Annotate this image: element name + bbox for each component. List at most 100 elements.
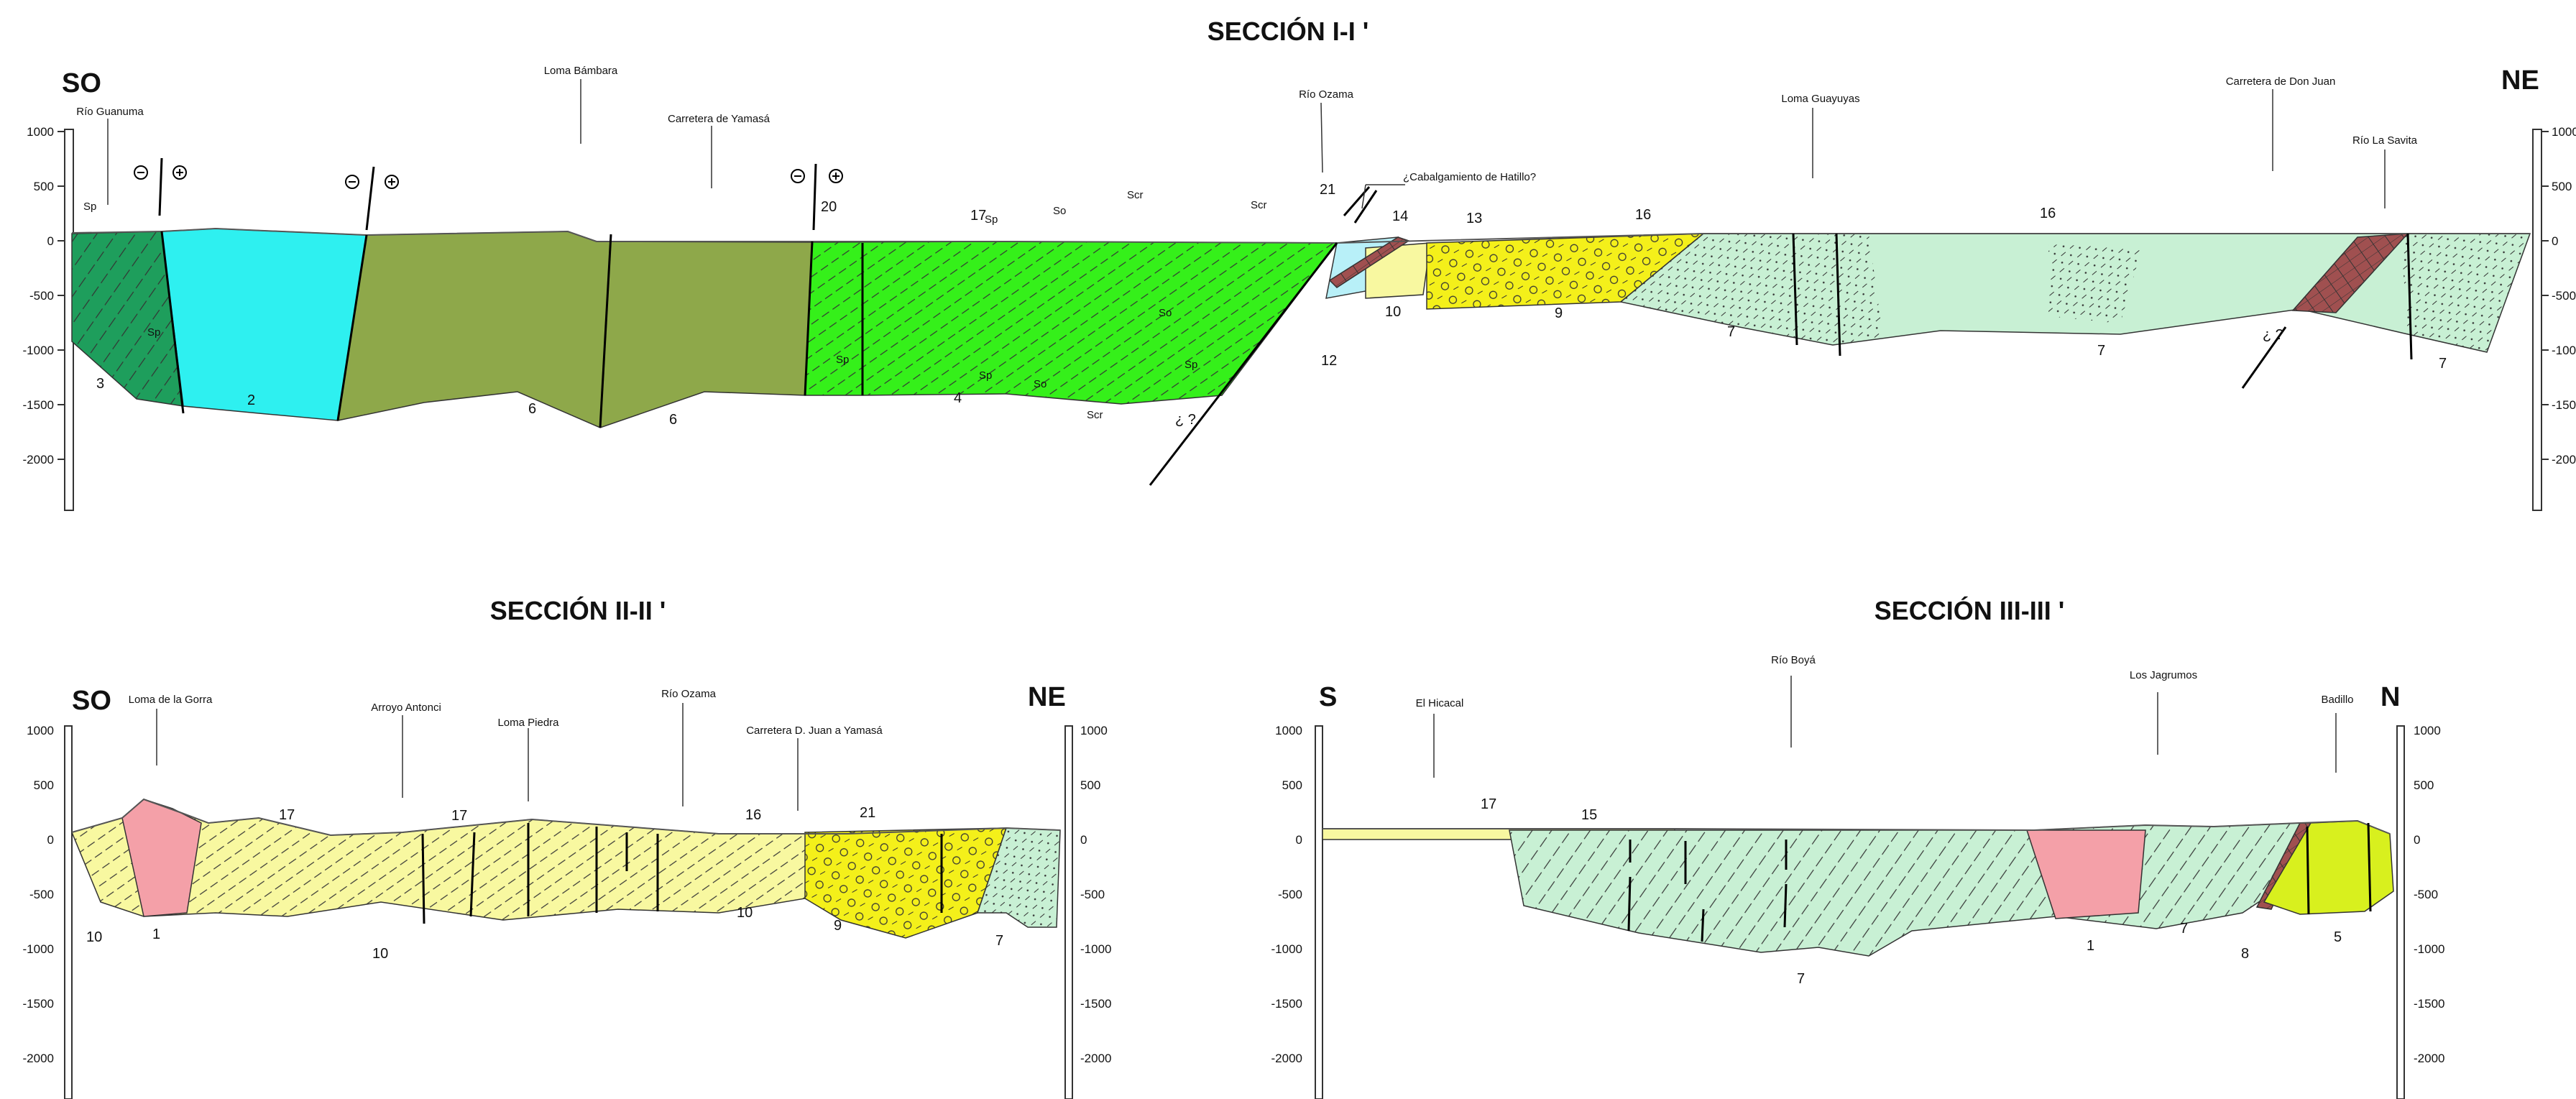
place-rio-boya: Río Boyá xyxy=(1771,654,1816,666)
fault-sense-symbols xyxy=(134,165,843,189)
symbol-label: Scr xyxy=(1127,189,1144,201)
section-2-unit-numbers: 17 17 16 21 10 1 10 10 9 7 xyxy=(86,805,1003,962)
unit-number: 16 xyxy=(745,807,761,823)
right-orientation: NE xyxy=(2501,65,2539,96)
topography-line xyxy=(1322,819,2391,834)
tick-minus-1500: -1500 xyxy=(2414,997,2444,1011)
section-2-place-names: Loma de la Gorra Arroyo Antonci Loma Pie… xyxy=(129,688,883,737)
tick-minus-2000: -2000 xyxy=(1271,1052,1302,1065)
tick-0: 0 xyxy=(2414,833,2420,847)
section-1-units xyxy=(71,227,2531,428)
section-1-faults xyxy=(158,157,2413,486)
unit-7-hatch-b xyxy=(2048,244,2142,323)
tick-1000: 1000 xyxy=(2414,724,2441,737)
tick-minus-1000: -1000 xyxy=(1080,942,1111,956)
section-3-unit-numbers: 17 15 7 1 7 8 5 xyxy=(1481,796,2342,987)
unit-number: 21 xyxy=(1320,182,1335,198)
unit-7-hatch xyxy=(978,828,1060,927)
tick-1000: 1000 xyxy=(1275,724,1302,737)
place-carretera-don-juan: Carretera de Don Juan xyxy=(2226,75,2336,88)
tick-minus-1500: -1500 xyxy=(23,997,54,1011)
unit-number: 17 xyxy=(279,807,295,823)
right-orientation: N xyxy=(2380,682,2400,712)
left-scale-bar: 1000 500 0 -500 -1000 -1500 -2000 xyxy=(23,724,73,1099)
tick-minus-1500: -1500 xyxy=(1080,997,1111,1011)
tick-minus-1500: -1500 xyxy=(2552,398,2576,412)
place-loma-guayuyas: Loma Guayuyas xyxy=(1781,93,1859,105)
section-1-place-names: Río Guanuma Loma Bámbara Carretera de Ya… xyxy=(76,65,2417,183)
left-orientation: S xyxy=(1319,682,1337,712)
tick-minus-1500: -1500 xyxy=(23,398,54,412)
tick-500: 500 xyxy=(1282,778,1302,792)
unit-number: 17 xyxy=(1481,796,1496,812)
section-2-units xyxy=(70,798,1061,939)
left-orientation: SO xyxy=(62,68,101,98)
unit-number: 7 xyxy=(995,933,1003,949)
unit-number: 6 xyxy=(669,412,677,428)
unit-number: 1 xyxy=(152,926,160,942)
right-scale-bar: 1000 500 0 -500 -1000 -1500 -2000 xyxy=(2532,125,2576,511)
place-leaders xyxy=(107,79,2386,209)
unit-3-hatch xyxy=(72,231,183,406)
tick-minus-1500: -1500 xyxy=(1271,997,1302,1011)
tick-minus-1000: -1000 xyxy=(2552,344,2576,357)
symbol-label: Sp xyxy=(147,326,160,339)
tick-0: 0 xyxy=(2552,234,2558,248)
place-arroyo-antonci: Arroyo Antonci xyxy=(371,702,441,714)
unit-number: 14 xyxy=(1392,208,1408,224)
symbol-label: Sp xyxy=(836,354,849,366)
tick-0: 0 xyxy=(47,833,54,847)
unit-number: 4 xyxy=(954,390,962,406)
unit-number: 16 xyxy=(2040,206,2056,221)
place-rio-ozama: Río Ozama xyxy=(1299,88,1354,101)
tick-minus-2000: -2000 xyxy=(1080,1052,1111,1065)
section-3-place-names: El Hicacal Río Boyá Los Jagrumos Badillo xyxy=(1416,654,2354,709)
unit-6-polygon xyxy=(337,231,813,428)
unit-number: 15 xyxy=(1581,807,1597,823)
tick-minus-2000: -2000 xyxy=(2552,453,2576,466)
symbol-label: Scr xyxy=(1251,199,1267,211)
tick-minus-500: -500 xyxy=(1080,888,1105,901)
tick-500: 500 xyxy=(34,180,54,193)
right-scale-bar: 1000 500 0 -500 -1000 -1500 -2000 xyxy=(1064,724,1111,1099)
fault-query-label: ¿ ? xyxy=(2263,327,2283,343)
tick-minus-1000: -1000 xyxy=(2414,942,2444,956)
place-los-jagrumos: Los Jagrumos xyxy=(2130,669,2197,681)
unit-number: 17 xyxy=(970,208,986,224)
unit-7-hatch xyxy=(1621,234,1883,345)
unit-number: 7 xyxy=(1727,324,1735,340)
tick-minus-1000: -1000 xyxy=(1271,942,1302,956)
symbol-label: Sp xyxy=(1184,359,1197,371)
tick-0: 0 xyxy=(1296,833,1302,847)
tick-500: 500 xyxy=(2552,180,2572,193)
unit-number: 2 xyxy=(247,392,255,408)
unit-number: 21 xyxy=(860,805,875,821)
place-rio-ozama: Río Ozama xyxy=(661,688,717,700)
unit-number: 12 xyxy=(1321,353,1337,369)
tick-minus-1000: -1000 xyxy=(23,942,54,956)
place-carretera-d-juan-yamasa: Carretera D. Juan a Yamasá xyxy=(746,725,883,737)
left-scale-bar: 1000 500 0 -500 -1000 -1500 -2000 xyxy=(1271,724,1323,1099)
section-2-faults xyxy=(421,823,943,924)
symbol-label: Sp xyxy=(985,213,998,226)
unit-4-hatch xyxy=(805,242,1337,404)
tick-500: 500 xyxy=(1080,778,1100,792)
unit-number: 10 xyxy=(86,929,102,945)
place-loma-de-la-gorra: Loma de la Gorra xyxy=(129,694,213,706)
topography-line xyxy=(71,798,1061,837)
unit-1-polygon xyxy=(2025,829,2146,919)
tick-minus-500: -500 xyxy=(1278,888,1302,901)
topography-line xyxy=(71,227,2530,244)
tick-500: 500 xyxy=(34,778,54,792)
section-3-faults xyxy=(1627,822,2372,942)
unit-number: 7 xyxy=(2439,356,2447,372)
unit-number: 20 xyxy=(821,199,837,215)
unit-7-hatch-c xyxy=(2401,234,2530,352)
unit-number: 1 xyxy=(2087,938,2094,954)
unit-number: 9 xyxy=(834,918,842,934)
right-orientation: NE xyxy=(1028,682,1066,712)
right-scale-bar: 1000 500 0 -500 -1000 -1500 -2000 xyxy=(2396,724,2444,1099)
tick-0: 0 xyxy=(47,234,54,248)
unit-8-polygon xyxy=(2291,233,2409,313)
